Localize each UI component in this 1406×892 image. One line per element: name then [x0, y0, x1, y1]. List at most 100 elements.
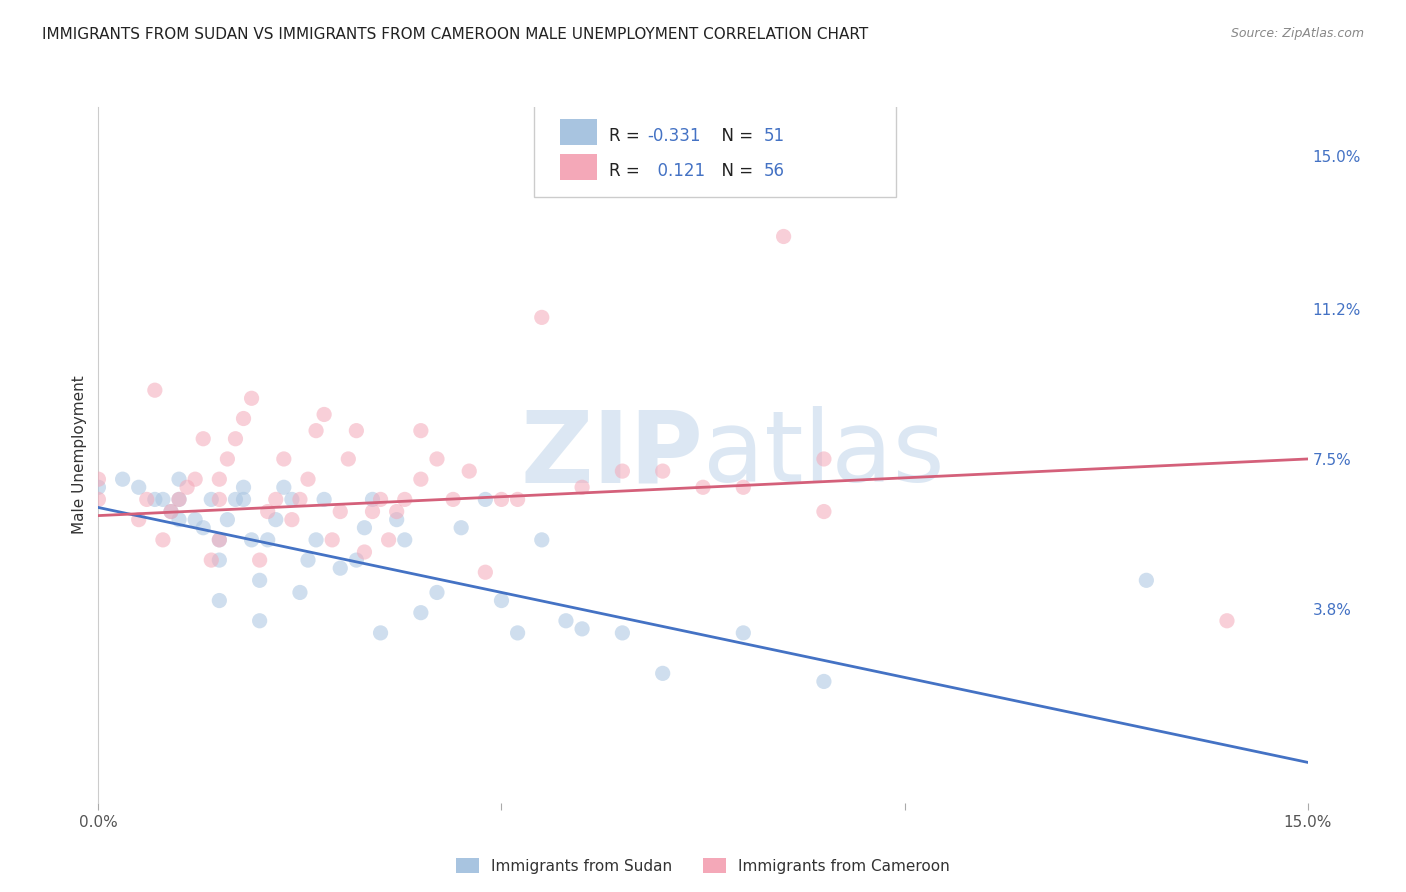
- Text: N =: N =: [711, 128, 759, 145]
- Point: [297, 553, 319, 567]
- Point: [167, 492, 190, 507]
- Point: [184, 472, 207, 486]
- Point: [208, 593, 231, 607]
- Point: [450, 521, 472, 535]
- Point: [160, 504, 183, 518]
- Point: [571, 480, 593, 494]
- Point: [240, 392, 263, 406]
- Point: [409, 424, 432, 438]
- Point: [281, 492, 304, 507]
- Point: [232, 492, 254, 507]
- Point: [474, 566, 496, 580]
- Point: [208, 533, 231, 547]
- Text: R =: R =: [609, 128, 645, 145]
- Point: [530, 533, 553, 547]
- Point: [474, 492, 496, 507]
- Point: [217, 452, 239, 467]
- Point: [273, 480, 295, 494]
- Point: [409, 606, 432, 620]
- Point: [321, 533, 343, 547]
- Text: 51: 51: [763, 128, 785, 145]
- Point: [249, 574, 271, 588]
- Point: [733, 480, 755, 494]
- Point: [160, 504, 183, 518]
- Point: [176, 480, 198, 494]
- Point: [385, 513, 408, 527]
- Point: [329, 561, 352, 575]
- Point: [143, 492, 166, 507]
- Point: [441, 492, 464, 507]
- Point: [297, 472, 319, 486]
- Point: [1135, 574, 1157, 588]
- Point: [612, 464, 634, 478]
- Point: [813, 674, 835, 689]
- Point: [426, 452, 449, 467]
- Point: [651, 666, 673, 681]
- Point: [506, 626, 529, 640]
- Point: [217, 513, 239, 527]
- Point: [314, 492, 336, 507]
- Point: [288, 492, 311, 507]
- Point: [208, 533, 231, 547]
- Text: 0.121: 0.121: [647, 162, 706, 180]
- Point: [772, 229, 794, 244]
- Point: [249, 553, 271, 567]
- Point: [344, 553, 367, 567]
- Point: [167, 492, 190, 507]
- Point: [361, 504, 384, 518]
- Point: [167, 472, 190, 486]
- Point: [571, 622, 593, 636]
- Point: [167, 513, 190, 527]
- FancyBboxPatch shape: [534, 103, 897, 197]
- Point: [232, 480, 254, 494]
- Point: [224, 432, 246, 446]
- Point: [555, 614, 578, 628]
- Point: [143, 383, 166, 397]
- Point: [208, 553, 231, 567]
- Point: [370, 626, 392, 640]
- Text: N =: N =: [711, 162, 759, 180]
- Point: [200, 553, 222, 567]
- Bar: [561, 119, 596, 145]
- Text: R =: R =: [609, 162, 645, 180]
- Point: [353, 521, 375, 535]
- Point: [344, 424, 367, 438]
- Point: [224, 492, 246, 507]
- Point: [409, 472, 432, 486]
- Point: [200, 492, 222, 507]
- Point: [692, 480, 714, 494]
- Point: [87, 472, 110, 486]
- Point: [288, 585, 311, 599]
- Point: [256, 533, 278, 547]
- Point: [329, 504, 352, 518]
- Point: [361, 492, 384, 507]
- Text: Source: ZipAtlas.com: Source: ZipAtlas.com: [1230, 27, 1364, 40]
- Point: [458, 464, 481, 478]
- Point: [87, 480, 110, 494]
- Point: [281, 513, 304, 527]
- Point: [128, 513, 150, 527]
- Point: [193, 432, 215, 446]
- Point: [353, 545, 375, 559]
- Point: [305, 424, 328, 438]
- Text: 56: 56: [763, 162, 785, 180]
- Point: [184, 513, 207, 527]
- Point: [314, 408, 336, 422]
- Point: [193, 521, 215, 535]
- Point: [240, 533, 263, 547]
- Point: [256, 504, 278, 518]
- Point: [264, 513, 287, 527]
- Point: [87, 492, 110, 507]
- Point: [208, 472, 231, 486]
- Point: [152, 492, 174, 507]
- Point: [491, 593, 513, 607]
- Point: [370, 492, 392, 507]
- Point: [249, 614, 271, 628]
- Point: [394, 492, 416, 507]
- Point: [491, 492, 513, 507]
- Text: ZIP: ZIP: [520, 407, 703, 503]
- Point: [273, 452, 295, 467]
- Point: [612, 626, 634, 640]
- Point: [128, 480, 150, 494]
- Text: -0.331: -0.331: [647, 128, 700, 145]
